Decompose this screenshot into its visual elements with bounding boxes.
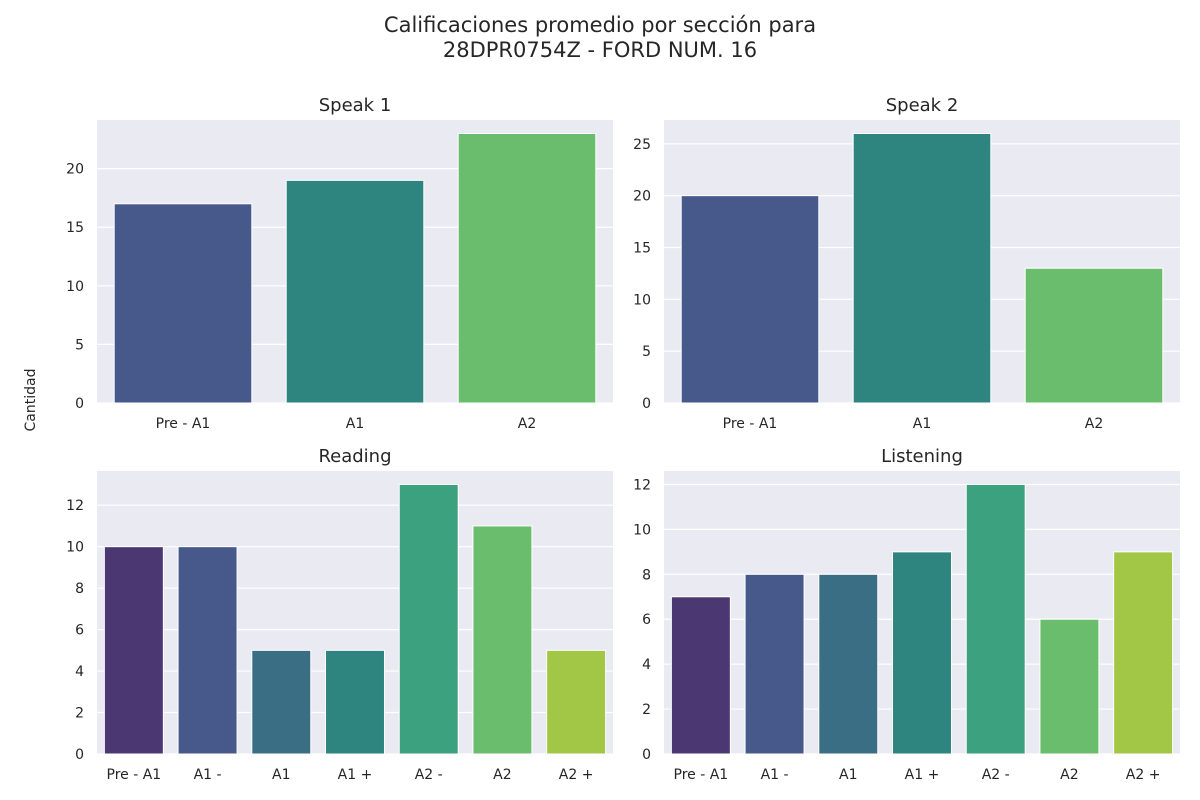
bar-a1 (177, 546, 238, 755)
x-tick-label: A1 (913, 416, 931, 432)
x-tick-label: A1 (346, 416, 364, 432)
y-tick-label: 2 (75, 706, 84, 722)
subplot-title: Speak 1 (319, 95, 392, 116)
x-tick-label: A2 (493, 767, 511, 783)
bar-a1 (325, 649, 385, 755)
y-tick-label: 4 (642, 657, 651, 673)
x-tick-label: A2 - (415, 767, 443, 783)
y-tick-label: 4 (75, 664, 84, 680)
subplot-reading: 0 2 4 6 8 10 12 Pre - A1 A1 - A1 A1 + A2 - A2 A2 + Rea… (66, 446, 613, 783)
chart-title-line-2: 28DPR0754Z - FORD NUM. 16 (442, 38, 758, 62)
y-tick-label: 8 (75, 581, 84, 597)
x-tick-label: A1 (272, 767, 290, 783)
bar-a1 (892, 551, 952, 755)
subplot-title: Listening (881, 446, 963, 467)
bar-a1 (852, 132, 992, 404)
y-tick-label: 10 (633, 522, 651, 538)
x-tick-label: A2 + (559, 767, 594, 783)
y-tick-label: 6 (642, 612, 651, 628)
y-tick-label: 20 (633, 189, 651, 205)
x-tick-label: A2 - (982, 767, 1010, 783)
bar-a2 (1039, 618, 1100, 755)
bar-pre-a1 (103, 546, 164, 755)
x-tick-label: A1 + (905, 767, 940, 783)
x-tick-label: Pre - A1 (723, 416, 778, 432)
bar-a1 (818, 573, 879, 755)
y-tick-label: 12 (66, 498, 84, 514)
bar-pre-a1 (680, 195, 820, 404)
subplot-listening: 0 2 4 6 8 10 12 Pre - A1 A1 - A1 A1 + A2 - A2 A2 + Lis… (633, 446, 1180, 783)
y-tick-label: 10 (66, 540, 84, 556)
bar-a2 (965, 483, 1026, 755)
y-tick-label: 0 (75, 747, 84, 763)
y-tick-label: 5 (75, 337, 84, 353)
y-tick-label: 10 (633, 292, 651, 308)
x-tick-label: A2 (518, 416, 536, 432)
bar-a1 (251, 649, 312, 755)
subplot-speak-1: 0 5 10 15 20 Pre - A1 A1 A2 Speak 1 (66, 95, 613, 432)
bar-a2 (1024, 267, 1164, 404)
y-tick-label: 2 (642, 702, 651, 718)
x-tick-label: Pre - A1 (674, 767, 729, 783)
x-tick-label: A2 (1060, 767, 1078, 783)
subplot-title: Reading (318, 446, 391, 467)
x-tick-label: A1 + (338, 767, 373, 783)
bar-a1 (285, 179, 425, 404)
x-tick-label: Pre - A1 (107, 767, 162, 783)
y-tick-label: 20 (66, 162, 84, 178)
subplot-speak-2: 0 5 10 15 20 25 Pre - A1 A1 A2 Speak 2 (633, 95, 1180, 432)
x-tick-label: A1 (839, 767, 857, 783)
x-tick-label: A2 + (1126, 767, 1161, 783)
bar-a2 (546, 649, 607, 755)
y-tick-label: 15 (66, 220, 84, 236)
x-tick-label: A1 - (761, 767, 789, 783)
chart-title-line-1: Calificaciones promedio por sección para (383, 13, 817, 37)
x-tick-label: Pre - A1 (156, 416, 211, 432)
bar-pre-a1 (670, 596, 731, 755)
y-tick-label: 10 (66, 279, 84, 295)
y-tick-label: 0 (642, 396, 651, 412)
bar-a2 (472, 525, 533, 755)
x-tick-label: A1 - (194, 767, 222, 783)
chart-title: Calificaciones promedio por sección para… (0, 13, 1200, 63)
bar-a2 (398, 483, 459, 755)
bar-pre-a1 (113, 203, 253, 404)
y-tick-label: 15 (633, 241, 651, 257)
y-tick-label: 25 (633, 137, 651, 153)
subplot-title: Speak 2 (886, 95, 959, 116)
y-tick-label: 8 (642, 567, 651, 583)
y-tick-label: 5 (642, 344, 651, 360)
y-tick-label: 0 (75, 396, 84, 412)
x-tick-label: A2 (1085, 416, 1103, 432)
bar-a1 (744, 573, 805, 755)
y-tick-label: 12 (633, 477, 651, 493)
bar-a2 (457, 132, 597, 404)
y-tick-label: 6 (75, 623, 84, 639)
bar-a2 (1113, 551, 1174, 755)
y-tick-label: 0 (642, 747, 651, 763)
